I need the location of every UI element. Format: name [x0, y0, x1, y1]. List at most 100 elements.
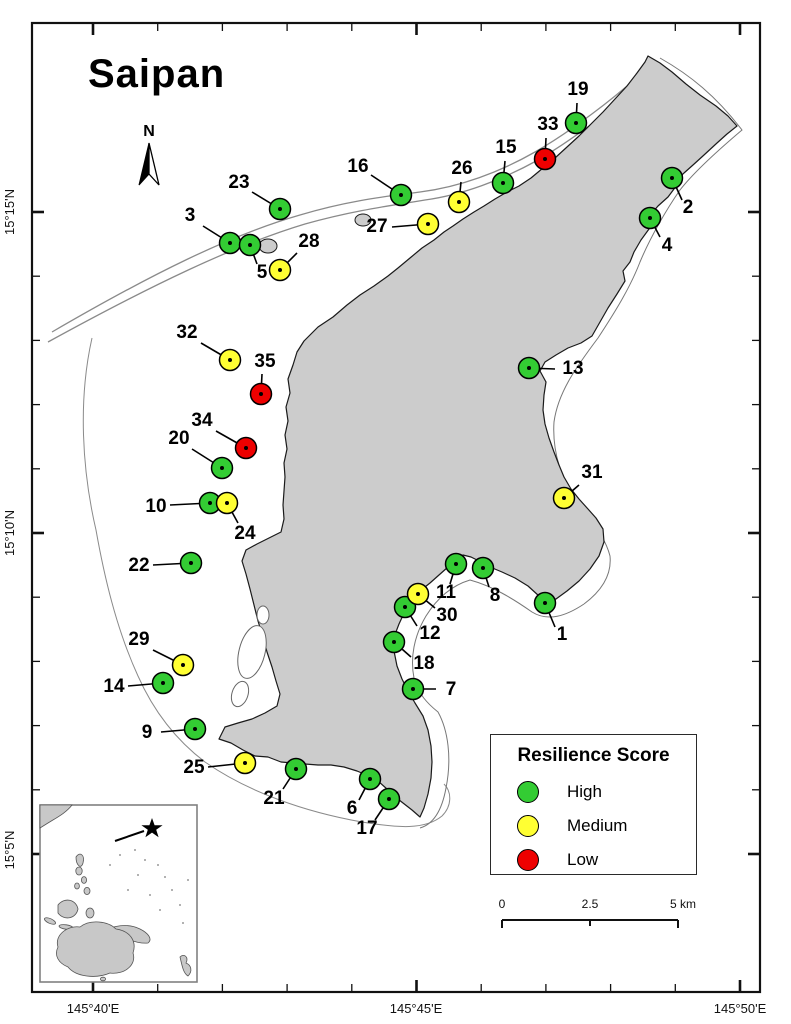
site-label-13: 13: [562, 358, 583, 379]
site-marker-dot-12: [403, 605, 407, 609]
site-marker-dot-17: [387, 797, 391, 801]
x-axis-label: 145°50'E: [714, 1001, 767, 1016]
site-marker-dot-6: [368, 777, 372, 781]
inset-land: [39, 804, 73, 829]
legend-item-high: High: [517, 775, 696, 809]
y-axis-label: 15°15'N: [2, 189, 17, 235]
site-label-22: 22: [128, 555, 149, 576]
site-marker-dot-16: [399, 193, 403, 197]
site-label-26: 26: [451, 158, 472, 179]
north-arrow: N: [138, 123, 160, 186]
site-label-18: 18: [413, 653, 434, 674]
site-label-4: 4: [662, 235, 673, 256]
scale-bar: [501, 919, 679, 928]
site-marker-dot-27: [426, 222, 430, 226]
site-marker-dot-13: [527, 366, 531, 370]
site-label-32: 32: [176, 322, 197, 343]
site-marker-dot-34: [244, 446, 248, 450]
site-label-12: 12: [419, 623, 440, 644]
lagoon-detail: [230, 605, 270, 708]
site-marker-dot-19: [574, 121, 578, 125]
legend-title: Resilience Score: [517, 745, 670, 766]
legend-label: Low: [567, 850, 599, 869]
site-marker-dot-2: [670, 176, 674, 180]
reef-line: [412, 579, 585, 829]
site-marker-dot-15: [501, 181, 505, 185]
site-label-27: 27: [366, 216, 387, 237]
site-label-15: 15: [495, 137, 517, 158]
site-label-8: 8: [490, 585, 501, 606]
locator-star: [141, 818, 163, 838]
site-label-16: 16: [347, 156, 368, 177]
site-marker-dot-33: [543, 157, 547, 161]
site-label-35: 35: [254, 351, 276, 372]
reef-line: [82, 337, 451, 828]
legend-swatch-high: [517, 781, 539, 803]
reef-line: [47, 77, 649, 343]
small-island: [354, 213, 372, 227]
site-label-19: 19: [567, 79, 588, 100]
scale-label-mid: 2.5: [582, 897, 599, 911]
site-marker-dot-21: [294, 767, 298, 771]
inset-map: [39, 804, 198, 983]
site-marker-dot-18: [392, 640, 396, 644]
legend-swatch-medium: [517, 815, 539, 837]
site-label-33: 33: [537, 114, 558, 135]
page-title: Saipan: [88, 52, 226, 96]
inset-land-australia: [56, 921, 135, 977]
site-label-2: 2: [683, 197, 694, 218]
north-arrow-label: N: [143, 123, 155, 140]
legend-item-low: Low: [517, 843, 696, 877]
inset-land-philippines: [75, 853, 84, 867]
site-marker-dot-11: [454, 562, 458, 566]
legend-label: High: [567, 782, 602, 801]
site-marker-dot-28: [278, 268, 282, 272]
site-label-24: 24: [234, 523, 256, 544]
scale-label-end: 5 km: [670, 897, 696, 911]
site-marker-dot-20: [220, 466, 224, 470]
site-label-20: 20: [168, 428, 189, 449]
site-marker-dot-10: [208, 501, 212, 505]
island-saipan: [218, 55, 738, 818]
site-label-14: 14: [103, 676, 125, 697]
site-label-21: 21: [263, 788, 285, 809]
site-marker-dot-31: [562, 496, 566, 500]
site-label-5: 5: [257, 262, 268, 283]
site-marker-dot-29: [181, 663, 185, 667]
x-axis-label: 145°40'E: [67, 1001, 120, 1016]
site-label-31: 31: [581, 462, 603, 483]
legend-label: Medium: [567, 816, 628, 835]
site-label-25: 25: [183, 757, 205, 778]
site-marker-dot-23: [278, 207, 282, 211]
survey-sites: 1234567891011121314151617181920212223242…: [103, 79, 693, 839]
site-marker-dot-14: [161, 681, 165, 685]
site-marker-dot-35: [259, 392, 263, 396]
site-label-23: 23: [228, 172, 249, 193]
site-label-3: 3: [185, 205, 196, 226]
site-marker-dot-24: [225, 501, 229, 505]
site-marker-dot-32: [228, 358, 232, 362]
site-label-9: 9: [142, 722, 153, 743]
inset-land-borneo: [57, 899, 79, 919]
site-marker-dot-30: [416, 592, 420, 596]
site-label-6: 6: [347, 798, 358, 819]
site-marker-dot-9: [193, 727, 197, 731]
site-label-30: 30: [436, 605, 457, 626]
site-label-28: 28: [298, 231, 319, 252]
site-label-7: 7: [446, 679, 457, 700]
site-marker-dot-8: [481, 566, 485, 570]
site-marker-dot-7: [411, 687, 415, 691]
managaha-island: [258, 238, 278, 254]
inset-islands-dots: [109, 849, 189, 924]
site-marker-dot-5: [248, 243, 252, 247]
site-label-10: 10: [145, 496, 166, 517]
inset-land-newzealand: [179, 955, 192, 977]
site-marker-dot-4: [648, 216, 652, 220]
legend-item-medium: Medium: [517, 809, 696, 843]
site-marker-dot-22: [189, 561, 193, 565]
site-marker-dot-1: [543, 601, 547, 605]
site-marker-dot-26: [457, 200, 461, 204]
map-frame: [30, 21, 762, 994]
